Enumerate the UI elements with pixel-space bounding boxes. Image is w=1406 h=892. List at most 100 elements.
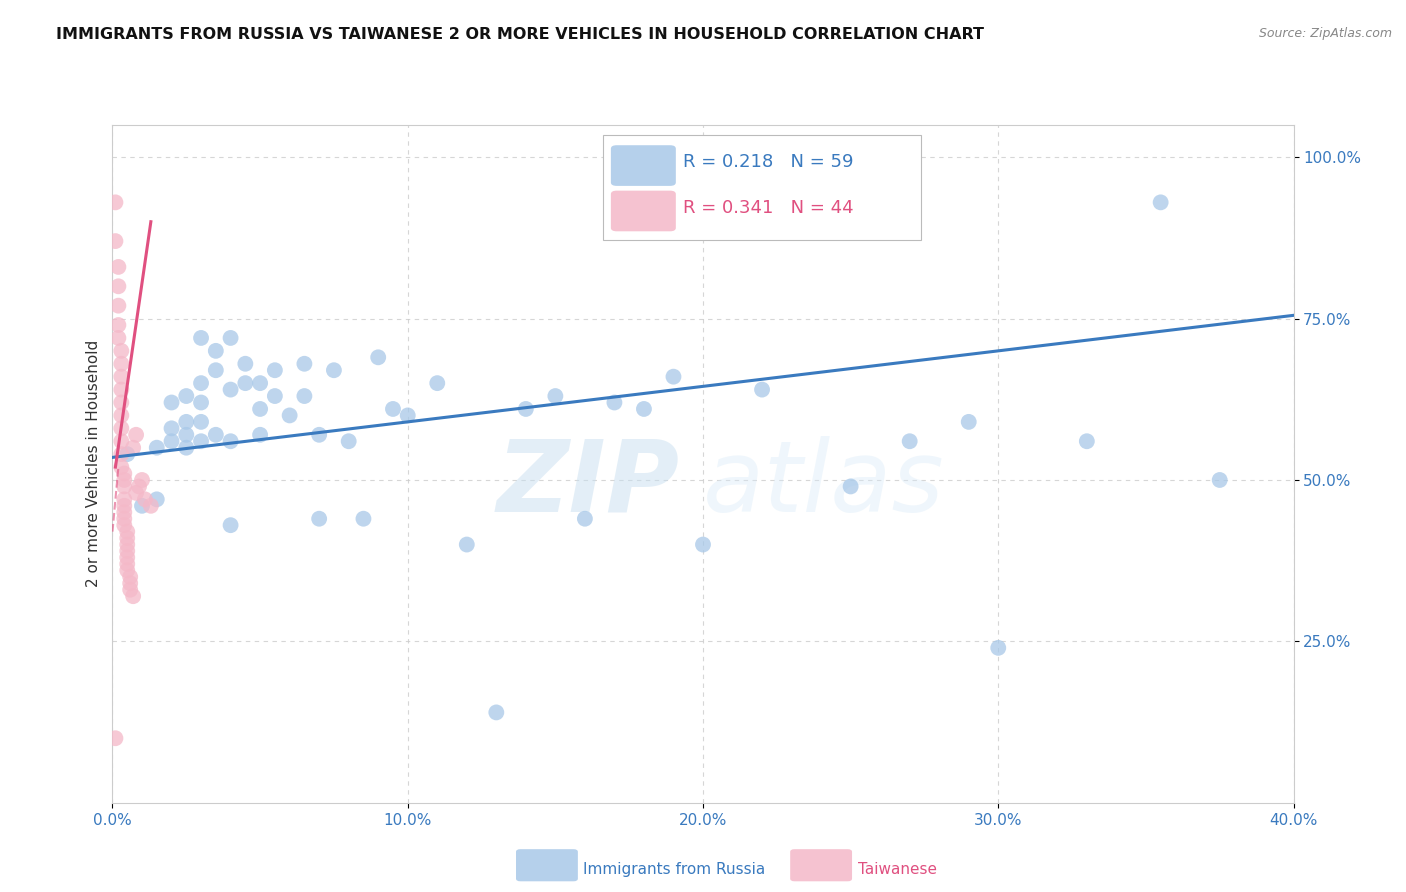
Point — [219, 383, 242, 397]
FancyBboxPatch shape — [610, 191, 676, 231]
Text: IMMIGRANTS FROM RUSSIA VS TAIWANESE 2 OR MORE VEHICLES IN HOUSEHOLD CORRELATION : IMMIGRANTS FROM RUSSIA VS TAIWANESE 2 OR… — [56, 27, 984, 42]
FancyBboxPatch shape — [603, 135, 921, 240]
Point — [112, 499, 135, 513]
Point — [190, 331, 212, 345]
Point — [112, 473, 135, 487]
Point — [233, 357, 256, 371]
Point — [110, 395, 132, 409]
Point — [839, 479, 862, 493]
Point — [174, 389, 197, 403]
Point — [249, 427, 271, 442]
Point — [117, 557, 138, 571]
Point — [160, 421, 183, 435]
Point — [110, 421, 132, 435]
Point — [104, 731, 127, 746]
Point — [633, 401, 655, 416]
Point — [174, 415, 197, 429]
Point — [112, 505, 135, 519]
Point — [190, 376, 212, 391]
Point — [122, 589, 145, 603]
Point — [146, 441, 169, 455]
Point — [117, 550, 138, 565]
Point — [337, 434, 360, 449]
Point — [323, 363, 346, 377]
Point — [117, 447, 138, 461]
Point — [692, 537, 714, 551]
Point — [174, 441, 197, 455]
FancyBboxPatch shape — [610, 145, 676, 186]
Point — [382, 401, 405, 416]
Point — [426, 376, 449, 391]
Point — [308, 427, 330, 442]
Point — [110, 447, 132, 461]
Text: R = 0.218   N = 59: R = 0.218 N = 59 — [683, 153, 853, 171]
Point — [662, 369, 685, 384]
Point — [603, 395, 626, 409]
Point — [117, 537, 138, 551]
Point — [190, 415, 212, 429]
Text: Source: ZipAtlas.com: Source: ZipAtlas.com — [1258, 27, 1392, 40]
Point — [574, 512, 596, 526]
Point — [249, 401, 271, 416]
Text: Immigrants from Russia: Immigrants from Russia — [583, 863, 766, 877]
Point — [125, 486, 148, 500]
Point — [308, 512, 330, 526]
Point — [117, 544, 138, 558]
Point — [110, 343, 132, 358]
Point — [456, 537, 478, 551]
Y-axis label: 2 or more Vehicles in Household: 2 or more Vehicles in Household — [86, 340, 101, 588]
Point — [205, 363, 228, 377]
Point — [125, 427, 148, 442]
Point — [1208, 473, 1232, 487]
Point — [112, 479, 135, 493]
Point — [278, 409, 301, 423]
Point — [367, 351, 389, 365]
Point — [110, 409, 132, 423]
Point — [160, 434, 183, 449]
Point — [160, 395, 183, 409]
Text: atlas: atlas — [703, 435, 945, 533]
Point — [134, 492, 156, 507]
Point — [139, 499, 162, 513]
Point — [112, 518, 135, 533]
Point — [352, 512, 374, 526]
Text: ZIP: ZIP — [496, 435, 679, 533]
Point — [128, 479, 150, 493]
Text: Taiwanese: Taiwanese — [858, 863, 936, 877]
Point — [120, 582, 142, 597]
Point — [264, 389, 287, 403]
Point — [117, 531, 138, 545]
Point — [117, 563, 138, 577]
Point — [107, 318, 129, 332]
Point — [219, 518, 242, 533]
Point — [233, 376, 256, 391]
Point — [485, 706, 508, 720]
Point — [190, 434, 212, 449]
Point — [249, 376, 271, 391]
Point — [1150, 195, 1173, 210]
Point — [1076, 434, 1098, 449]
Point — [515, 401, 537, 416]
Point — [219, 331, 242, 345]
Point — [110, 383, 132, 397]
Point — [110, 460, 132, 475]
Point — [146, 492, 169, 507]
Point — [112, 512, 135, 526]
Point — [292, 389, 315, 403]
Text: R = 0.341   N = 44: R = 0.341 N = 44 — [683, 199, 853, 217]
Point — [219, 434, 242, 449]
Point — [107, 331, 129, 345]
Point — [131, 499, 153, 513]
Point — [396, 409, 419, 423]
Point — [264, 363, 287, 377]
Point — [117, 524, 138, 539]
Point — [292, 357, 315, 371]
Point — [120, 570, 142, 584]
Point — [987, 640, 1010, 655]
Point — [112, 467, 135, 481]
Point — [107, 299, 129, 313]
Point — [107, 260, 129, 274]
Point — [112, 492, 135, 507]
Point — [110, 369, 132, 384]
Point — [120, 576, 142, 591]
